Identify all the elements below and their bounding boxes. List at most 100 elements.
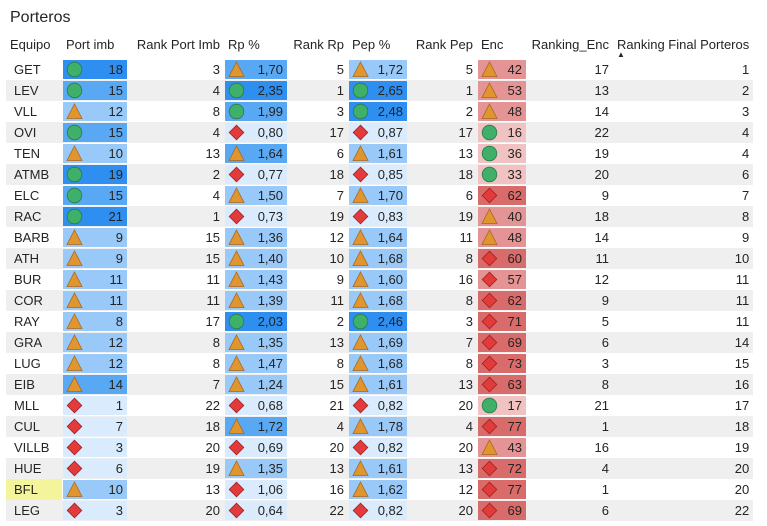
rank-rp: 1	[336, 83, 344, 98]
triangle-indicator-icon	[228, 61, 245, 78]
rank-rp: 9	[336, 272, 344, 287]
table-row[interactable]: BFL 10 13 1,06 16 1,62 12 77 1 20	[6, 479, 753, 500]
rank-rp: 10	[329, 251, 344, 266]
column-header-ranking-final[interactable]: Ranking Final Porteros ▲	[617, 36, 750, 59]
rank-pep: 20	[458, 440, 473, 455]
triangle-indicator-icon	[66, 292, 83, 309]
port-imb-cell: 15	[62, 122, 128, 143]
enc-value: 69	[507, 335, 522, 350]
rank-rp: 20	[329, 440, 344, 455]
rank-port-imb: 15	[205, 230, 220, 245]
triangle-indicator-icon	[352, 229, 369, 246]
triangle-indicator-icon	[352, 460, 369, 477]
table-row[interactable]: LEG 3 20 0,64 22 0,82 20 69 6 22	[6, 500, 754, 521]
rp-value-box: 1,06	[225, 480, 287, 499]
column-header-team[interactable]: Equipo	[10, 36, 51, 52]
port-imb-value-box: 15	[63, 81, 127, 100]
table-row[interactable]: RAY 8 17 2,03 2 2,46 3 71 5 11	[6, 311, 753, 332]
column-header-pep[interactable]: Pep %	[352, 36, 391, 52]
rp-value: 1,50	[257, 188, 283, 203]
table-row[interactable]: GRA 12 8 1,35 13 1,69 7 69 6 14	[6, 332, 754, 353]
triangle-indicator-icon	[66, 229, 83, 246]
enc-value: 72	[507, 461, 522, 476]
triangle-indicator-icon	[66, 355, 83, 372]
rp-cell: 1,39	[224, 290, 288, 311]
team-name: BFL	[6, 479, 62, 500]
ranking-final: 6	[742, 167, 750, 182]
column-header-ranking-enc[interactable]: Ranking_Enc	[531, 36, 609, 52]
table-row[interactable]: GET 18 3 1,70 5 1,72 5 42 17 1	[6, 57, 753, 80]
table-row[interactable]: VILLB 3 20 0,69 20 0,82 20 43 16 19	[6, 437, 753, 458]
rp-cell: 1,99	[224, 101, 288, 122]
rp-cell: 1,72	[224, 416, 288, 437]
column-header-rank-pep[interactable]: Rank Pep	[415, 36, 473, 52]
team-name: ELC	[14, 188, 40, 203]
diamond-indicator-icon	[481, 460, 498, 477]
table-row[interactable]: VLL 12 8 1,99 3 2,48 2 48 14 3	[6, 101, 753, 122]
enc-value-box: 43	[478, 438, 526, 457]
table-row[interactable]: HUE 6 19 1,35 13 1,61 13 72 4 20	[6, 458, 754, 479]
column-header-rank-port-imb[interactable]: Rank Port Imb	[136, 36, 220, 52]
pep-cell: 2,48	[348, 101, 408, 122]
rp-cell: 0,80	[224, 122, 288, 143]
pep-value: 1,70	[377, 188, 403, 203]
pep-value: 2,46	[377, 314, 403, 329]
table-row[interactable]: ELC 15 4 1,50 7 1,70 6 62 9 7	[6, 185, 753, 206]
table-row[interactable]: LUG 12 8 1,47 8 1,68 8 73 3 15	[6, 353, 753, 374]
team-name: LEV	[14, 83, 39, 98]
table-row[interactable]: CUL 7 18 1,72 4 1,78 4 77 1 18	[6, 416, 754, 437]
table-row[interactable]: MLL 1 22 0,68 21 0,82 20 17 21 17	[6, 395, 753, 416]
enc-value-box: 62	[478, 186, 526, 205]
rank-pep: 16	[458, 272, 473, 287]
rp-cell: 0,69	[224, 437, 288, 458]
diamond-indicator-icon	[228, 481, 245, 498]
column-header-rank-rp[interactable]: Rank Rp	[293, 36, 344, 52]
table-row[interactable]: BUR 11 11 1,43 9 1,60 16 57 12 11	[6, 269, 753, 290]
table-row[interactable]: ATH 9 15 1,40 10 1,68 8 60 11 10	[6, 248, 754, 269]
rp-value-box: 1,47	[225, 354, 287, 373]
rp-cell: 1,70	[224, 57, 288, 80]
pep-value-box: 0,87	[349, 123, 407, 142]
enc-value-box: 71	[478, 312, 526, 331]
circle-indicator-icon	[66, 166, 83, 183]
pep-value: 0,82	[377, 398, 403, 413]
table-row[interactable]: OVI 15 4 0,80 17 0,87 17 16 22 4	[6, 122, 754, 143]
enc-cell: 40	[477, 206, 527, 227]
table-row[interactable]: LEV 15 4 2,35 1 2,65 1 53 13 2	[6, 80, 754, 101]
rp-cell: 1,50	[224, 185, 288, 206]
enc-cell: 16	[477, 122, 527, 143]
diamond-indicator-icon	[228, 124, 245, 141]
diamond-indicator-icon	[481, 481, 498, 498]
column-header-enc[interactable]: Enc	[481, 36, 504, 52]
rp-cell: 1,43	[224, 269, 288, 290]
triangle-indicator-icon	[228, 376, 245, 393]
table-row[interactable]: BARB 9 15 1,36 12 1,64 11 48 14 9	[6, 227, 753, 248]
pep-value-box: 2,48	[349, 102, 407, 121]
diamond-indicator-icon	[352, 502, 369, 519]
pep-value: 0,87	[377, 125, 403, 140]
rp-cell: 1,40	[224, 248, 288, 269]
table-row[interactable]: EIB 14 7 1,24 15 1,61 13 63 8 16	[6, 374, 754, 395]
pep-cell: 0,87	[348, 122, 408, 143]
triangle-indicator-icon	[228, 229, 245, 246]
circle-indicator-icon	[481, 124, 498, 141]
column-header-port-imb[interactable]: Port imb	[66, 36, 115, 52]
rank-port-imb: 3	[212, 62, 220, 77]
port-imb-value-box: 11	[63, 291, 127, 310]
column-header-rp[interactable]: Rp %	[228, 36, 260, 52]
ranking-final: 3	[742, 104, 750, 119]
rank-pep: 4	[465, 419, 473, 434]
port-imb-value-box: 18	[63, 60, 127, 79]
table-row[interactable]: RAC 21 1 0,73 19 0,83 19 40 18 8	[6, 206, 754, 227]
rank-port-imb: 19	[205, 461, 220, 476]
table-row[interactable]: ATMB 19 2 0,77 18 0,85 18 33 20 6	[6, 164, 754, 185]
port-imb-value-box: 9	[63, 228, 127, 247]
port-imb-value: 18	[108, 62, 123, 77]
triangle-indicator-icon	[352, 61, 369, 78]
pep-cell: 0,82	[348, 395, 408, 416]
table-row[interactable]: COR 11 11 1,39 11 1,68 8 62 9 11	[6, 290, 754, 311]
rp-value: 0,77	[257, 167, 283, 182]
rank-pep: 5	[465, 62, 473, 77]
table-row[interactable]: TEN 10 13 1,64 6 1,61 13 36 19 4	[6, 143, 753, 164]
pep-cell: 2,65	[348, 80, 408, 101]
